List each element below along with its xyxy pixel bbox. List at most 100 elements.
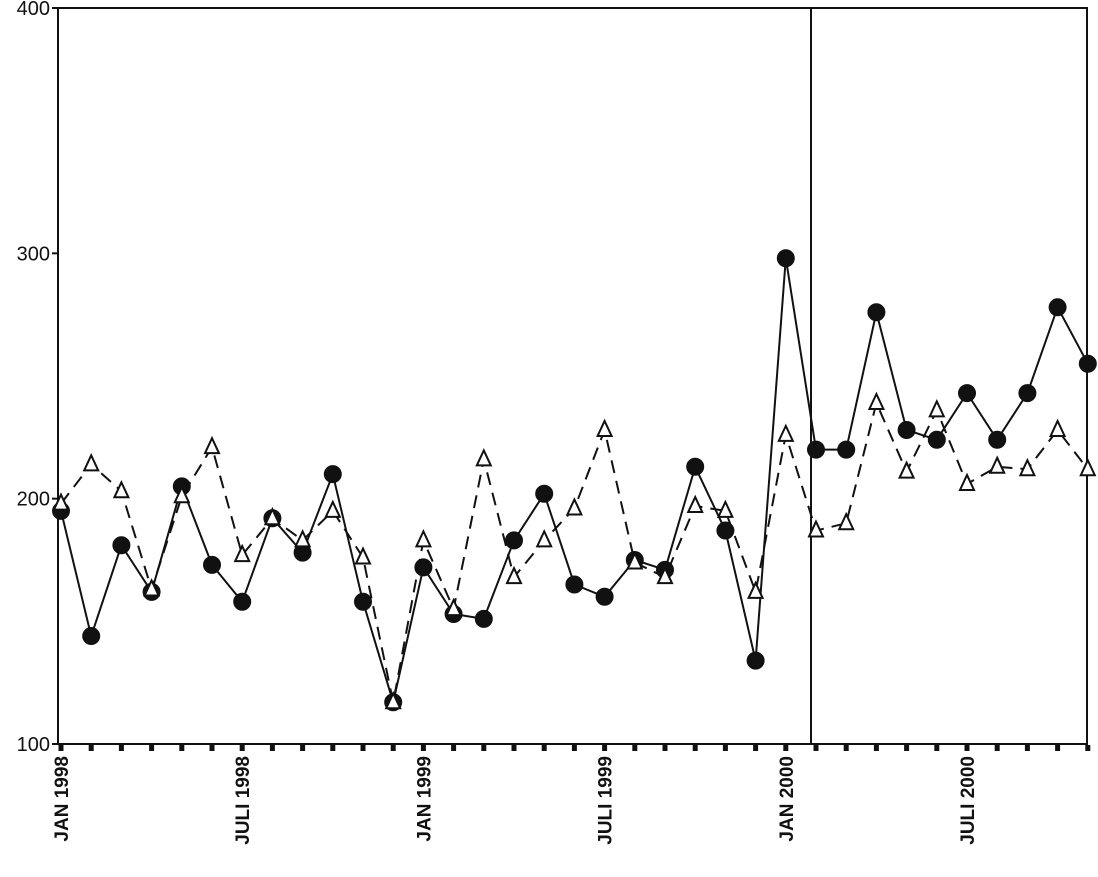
data-point-triangle (686, 494, 704, 514)
data-point-triangle (82, 452, 100, 472)
data-point-triangle (807, 519, 825, 538)
x-tick-label: JULI 1999 (596, 756, 617, 845)
y-tick-label: 400 (17, 0, 50, 20)
series-line (60, 258, 1089, 707)
x-tick (360, 745, 366, 751)
data-point-triangle (596, 418, 614, 437)
data-point-circle (1018, 384, 1037, 403)
x-tick (420, 745, 426, 751)
x-tick (149, 745, 155, 751)
x-tick-label: JULI 1998 (233, 756, 254, 845)
x-tick (1055, 745, 1061, 751)
x-tick (783, 745, 789, 751)
series-dashed-triangle (52, 391, 1097, 710)
data-point-circle (1048, 298, 1067, 317)
data-point-circle (233, 592, 252, 611)
x-tick (481, 745, 487, 751)
x-tick (843, 745, 849, 751)
data-point-circle (927, 430, 946, 449)
data-point-circle (837, 440, 856, 459)
data-point-circle (354, 592, 372, 611)
data-point-circle (988, 430, 1007, 449)
data-point-circle (323, 465, 342, 484)
data-point-triangle (414, 529, 432, 548)
data-point-circle (776, 249, 795, 268)
data-point-triangle (203, 435, 221, 455)
data-point-triangle (505, 565, 523, 585)
data-point-circle (565, 575, 584, 594)
x-tick-label: JAN 2000 (777, 756, 798, 842)
data-point-triangle (112, 479, 130, 499)
x-tick (1024, 745, 1030, 751)
y-tick-label: 200 (17, 489, 50, 511)
x-tick-label: JAN 1999 (414, 756, 435, 842)
data-point-triangle (294, 529, 312, 548)
data-point-circle (807, 440, 825, 459)
x-tick (994, 745, 1000, 751)
data-point-triangle (1018, 457, 1036, 477)
x-tick (451, 745, 457, 751)
x-tick (88, 745, 94, 751)
x-tick (541, 745, 547, 751)
x-tick (813, 745, 819, 751)
data-point-triangle (263, 506, 281, 526)
data-point-triangle (565, 497, 583, 516)
y-axis-ticks: 100 200 300 400 (17, 0, 58, 756)
data-point-circle (686, 457, 705, 476)
data-point-circle (112, 536, 131, 555)
plot-frame (57, 7, 1088, 745)
x-axis-ticks: JAN 1998 JULI 1998 JAN 1999 JULI 1999 JAN 20… (52, 745, 1091, 845)
data-point-triangle (354, 546, 372, 565)
data-point-circle (82, 627, 101, 646)
x-tick-label: JAN 1998 (52, 756, 73, 842)
x-tick-label: JULI 2000 (958, 756, 979, 845)
data-point-triangle (324, 499, 342, 518)
y-tick-label: 100 (17, 734, 50, 756)
x-tick (692, 745, 698, 751)
chart-axes (57, 7, 1088, 745)
data-point-circle (595, 587, 614, 606)
data-point-triangle (867, 391, 885, 410)
data-point-triangle (173, 484, 191, 504)
data-point-circle (958, 384, 976, 403)
x-tick (722, 745, 728, 751)
x-tick (330, 745, 336, 751)
x-tick (632, 745, 638, 751)
data-point-circle (716, 521, 735, 540)
x-tick (602, 745, 608, 751)
data-point-triangle (1079, 457, 1097, 477)
data-point-triangle (837, 511, 855, 531)
x-tick (753, 745, 759, 751)
data-point-triangle (747, 580, 765, 599)
x-tick (390, 745, 396, 751)
chart-series (52, 249, 1097, 712)
data-point-circle (746, 651, 765, 670)
data-point-circle (897, 420, 916, 439)
data-point-triangle (535, 529, 553, 548)
x-tick (1085, 745, 1091, 751)
data-point-circle (1078, 354, 1097, 373)
data-point-circle (203, 555, 221, 574)
x-tick (511, 745, 517, 751)
x-tick (239, 745, 245, 751)
data-point-triangle (656, 565, 674, 585)
data-point-triangle (445, 597, 463, 617)
y-tick-label: 300 (17, 243, 50, 265)
data-point-triangle (143, 578, 161, 597)
data-point-triangle (384, 690, 402, 710)
data-point-circle (535, 484, 554, 503)
data-point-circle (505, 531, 523, 550)
x-tick (571, 745, 577, 751)
data-point-triangle (928, 398, 946, 418)
x-tick (269, 745, 275, 751)
x-tick (934, 745, 940, 751)
data-point-triangle (1049, 418, 1067, 437)
data-point-triangle (958, 472, 976, 491)
x-tick (118, 745, 124, 751)
x-tick (904, 745, 910, 751)
data-point-triangle (475, 448, 493, 467)
x-tick (179, 745, 185, 751)
x-tick (873, 745, 879, 751)
data-point-triangle (52, 492, 70, 511)
